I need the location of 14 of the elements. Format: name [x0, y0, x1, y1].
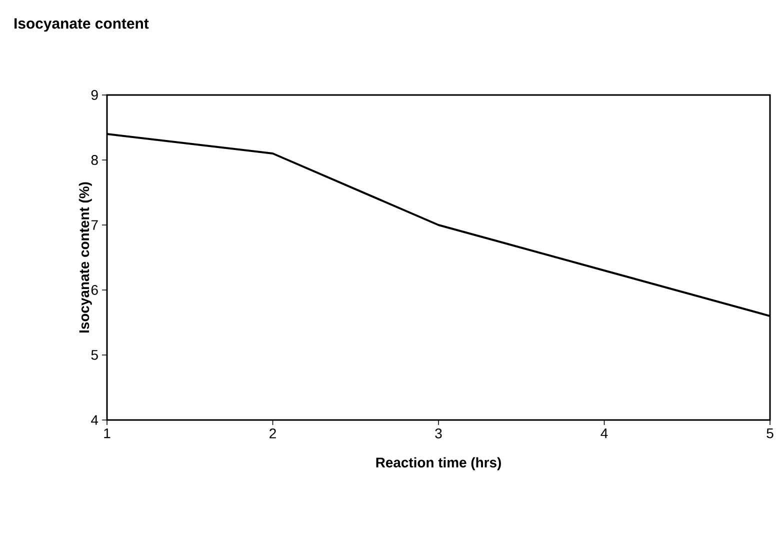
y-tick-label: 7 [91, 220, 98, 230]
x-tick-label: 2 [270, 428, 276, 438]
y-axis-title: Isocyanate content (%) [78, 182, 92, 332]
y-tick-label: 6 [91, 285, 98, 295]
x-tick-label: 1 [104, 428, 110, 438]
y-tick-label: 5 [91, 350, 98, 360]
chart-title: Isocyanate content [14, 18, 149, 32]
y-tick-label: 9 [91, 90, 98, 100]
x-tick-label: 5 [766, 428, 774, 438]
y-tick-label: 8 [91, 155, 98, 165]
x-tick-label: 4 [600, 428, 608, 438]
x-axis-title: Reaction time (hrs) [376, 457, 501, 470]
y-tick-label: 4 [91, 415, 98, 425]
x-tick-label: 3 [435, 428, 442, 438]
